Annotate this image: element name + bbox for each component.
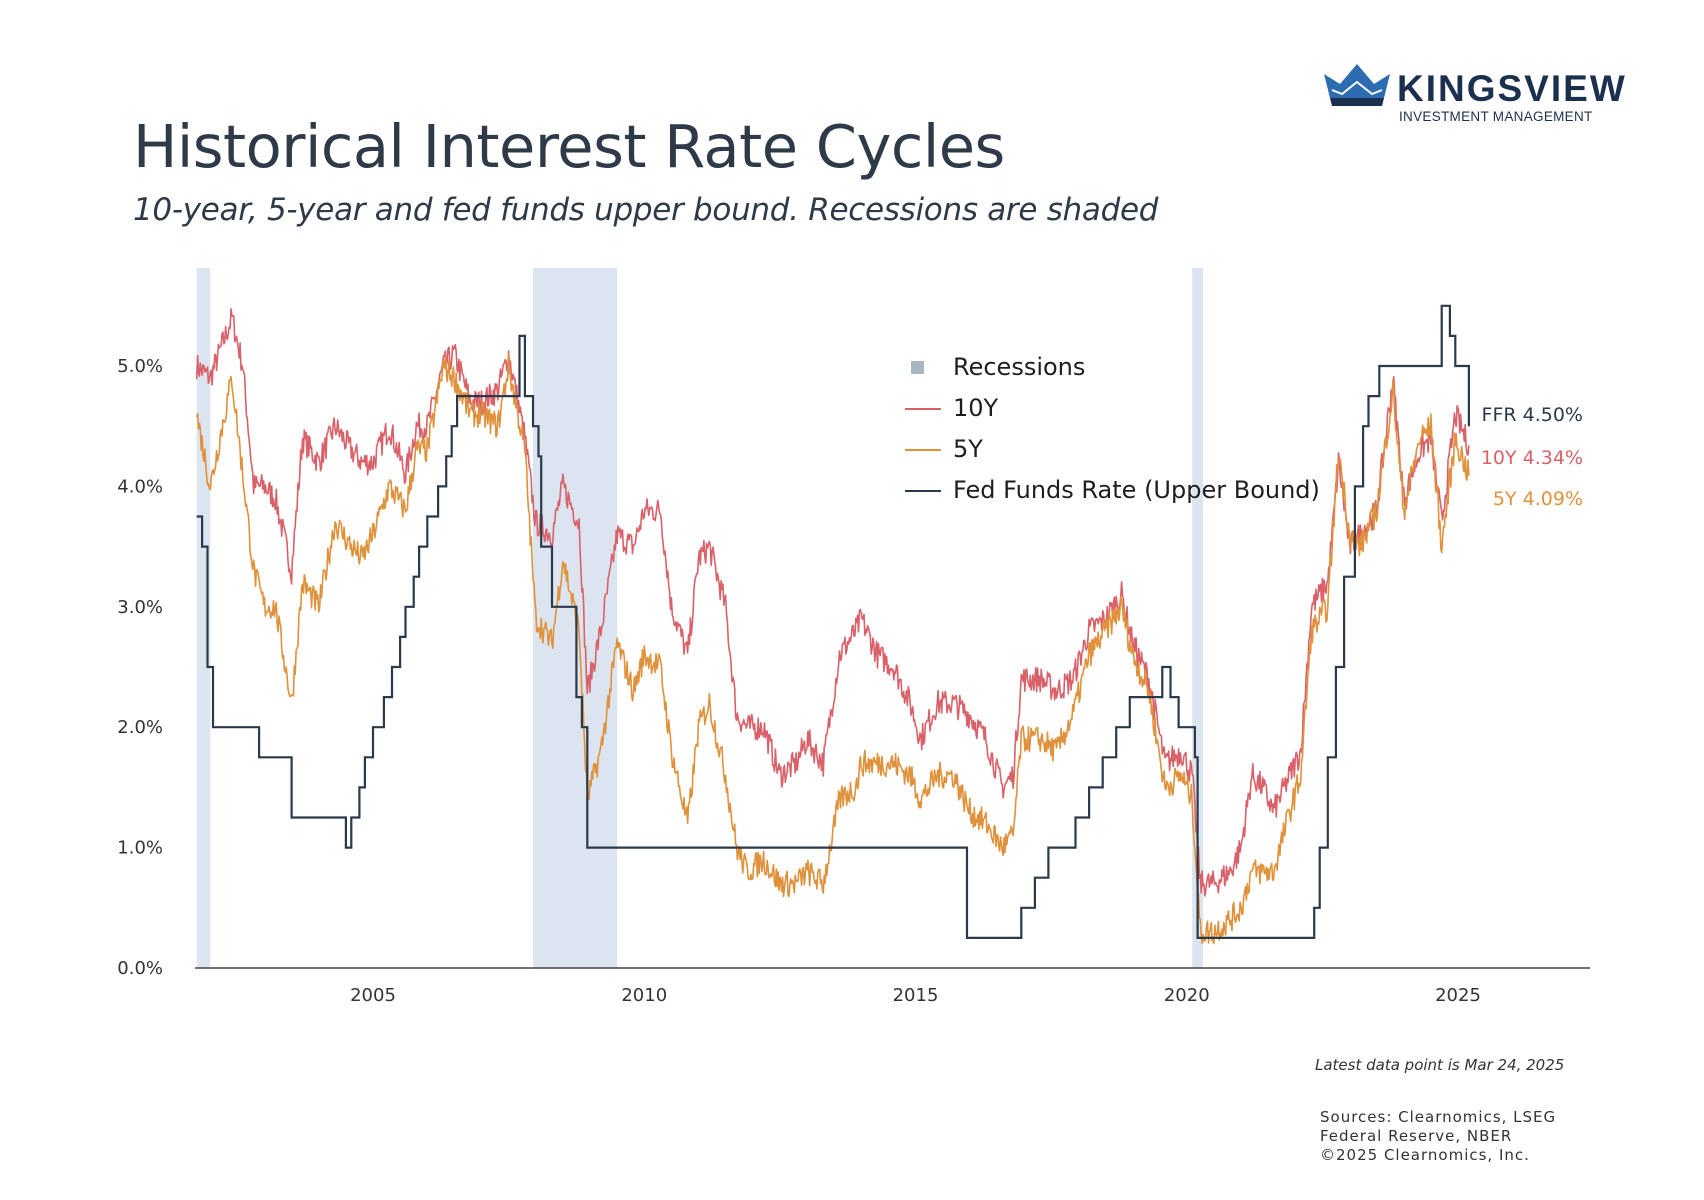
brand-name: KINGSVIEW <box>1397 68 1627 109</box>
series-line-5y <box>195 352 1470 945</box>
series-line-ffr <box>196 304 1470 939</box>
legend-label: Fed Funds Rate (Upper Bound) <box>953 476 1320 504</box>
x-tick-label: 2015 <box>893 985 939 1006</box>
chart-subtitle: 10-year, 5-year and fed funds upper boun… <box>133 192 1159 228</box>
end-label: 10Y 4.34% <box>1481 447 1583 469</box>
y-tick-label: 3.0% <box>117 597 163 618</box>
sources-line: Sources: Clearnomics, LSEG <box>1320 1108 1557 1126</box>
brand-tagline: INVESTMENT MANAGEMENT <box>1399 109 1593 124</box>
sources-note: Sources: Clearnomics, LSEG Federal Reser… <box>1320 1108 1556 1165</box>
y-tick-label: 4.0% <box>117 476 163 497</box>
x-tick-label: 2020 <box>1164 985 1210 1006</box>
recession-band <box>196 268 211 968</box>
legend-label: 5Y <box>953 435 983 463</box>
kingsview-logo: KINGSVIEW INVESTMENT MANAGEMENT <box>1322 62 1625 132</box>
y-tick-label: 0.0% <box>117 958 163 979</box>
sources-line: Federal Reserve, NBER <box>1320 1127 1513 1145</box>
chart-title: Historical Interest Rate Cycles <box>133 112 1005 181</box>
legend-label: Recessions <box>953 353 1085 381</box>
end-label: 5Y 4.09% <box>1493 488 1583 510</box>
recession-band <box>1192 268 1204 968</box>
series-line-10y <box>195 308 1470 897</box>
legend-label: 10Y <box>953 394 999 422</box>
latest-data-note: Latest data point is Mar 24, 2025 <box>1315 1056 1565 1074</box>
legend-swatch-recessions <box>911 361 924 374</box>
crown-icon <box>1324 64 1390 106</box>
y-tick-label: 5.0% <box>117 356 163 377</box>
x-tick-label: 2010 <box>621 985 667 1006</box>
x-tick-label: 2025 <box>1435 985 1481 1006</box>
y-tick-label: 2.0% <box>117 717 163 738</box>
copyright-line: ©2025 Clearnomics, Inc. <box>1320 1146 1530 1164</box>
y-tick-label: 1.0% <box>117 838 163 859</box>
end-label: FFR 4.50% <box>1482 404 1583 426</box>
x-tick-label: 2005 <box>350 985 396 1006</box>
